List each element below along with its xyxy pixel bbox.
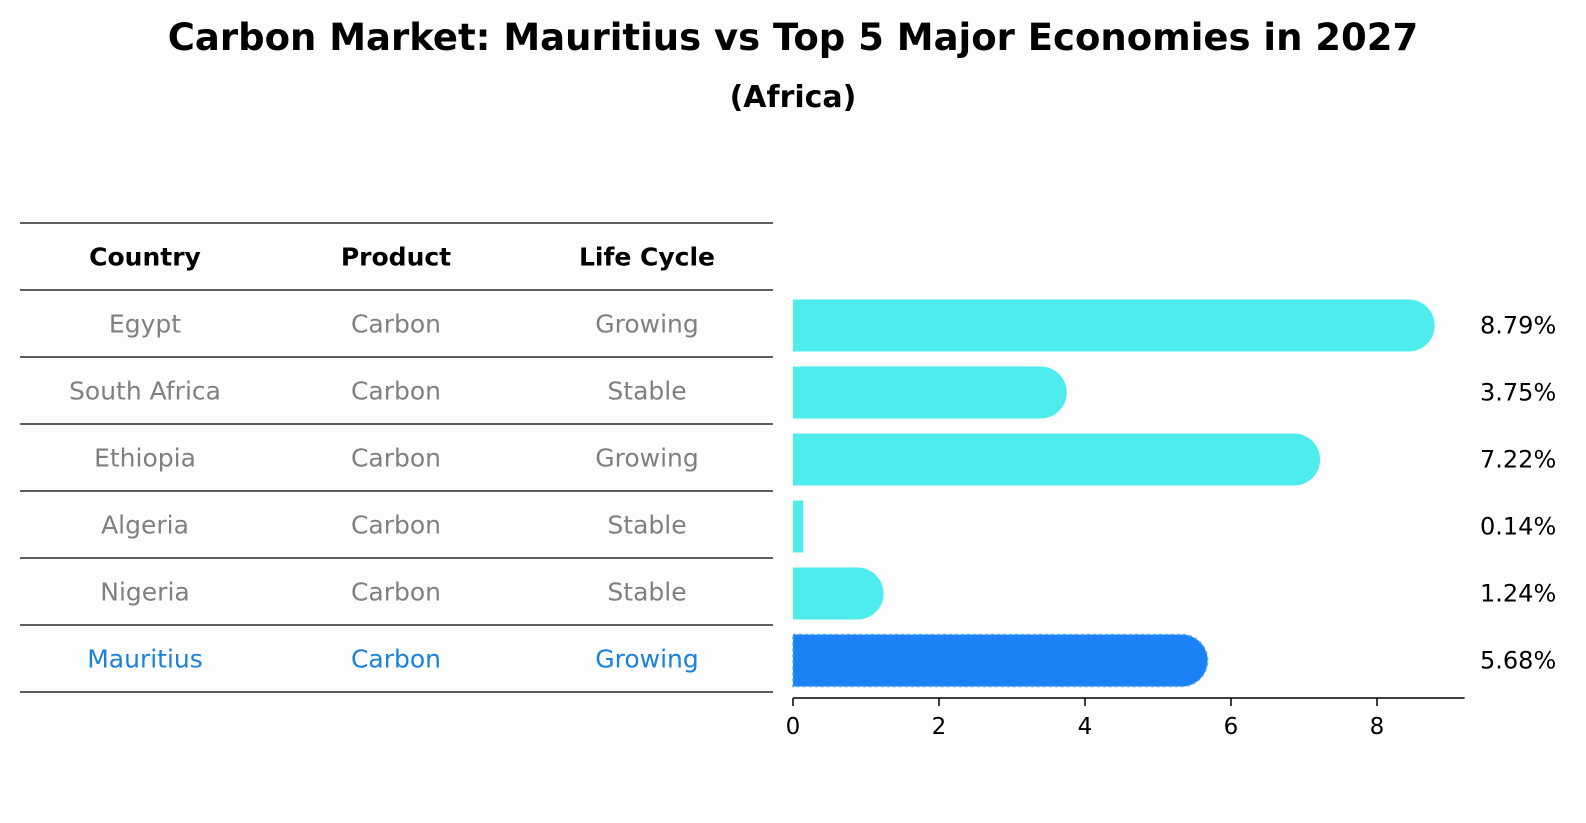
country-cell: Algeria — [101, 511, 189, 540]
bar — [793, 366, 1067, 419]
table-row: Ethiopia Carbon Growing — [94, 444, 699, 473]
data-table: Country Product Life Cycle Egypt Carbon Growi… — [20, 222, 773, 693]
bar-highlight — [792, 633, 1209, 688]
country-header: Country — [89, 243, 201, 272]
bar — [793, 433, 1321, 486]
country-cell: Nigeria — [100, 578, 189, 607]
bar — [793, 567, 884, 620]
life-cycle-cell: Growing — [595, 645, 699, 674]
chart-subtitle: (Africa) — [729, 80, 857, 115]
life-cycle-cell: Stable — [607, 511, 686, 540]
country-cell: Mauritius — [87, 645, 203, 674]
life-cycle-cell: Growing — [595, 444, 699, 473]
product-header: Product — [341, 243, 451, 272]
country-cell: South Africa — [69, 377, 221, 406]
x-tick-label: 4 — [1078, 714, 1093, 740]
product-cell: Carbon — [351, 377, 441, 406]
x-tick-label: 8 — [1370, 714, 1385, 740]
value-label: 7.22% — [1480, 446, 1556, 474]
table-row: Egypt Carbon Growing — [109, 310, 699, 339]
country-cell: Egypt — [109, 310, 181, 339]
x-tick-label: 0 — [786, 714, 801, 740]
value-label: 5.68% — [1480, 647, 1556, 675]
x-tick-label: 2 — [932, 714, 947, 740]
bar-chart: 8.79% 3.75% 7.22% 0.14% 1.24% 5.68% — [792, 299, 1556, 688]
x-tick-label: 6 — [1224, 714, 1239, 740]
product-cell: Carbon — [351, 645, 441, 674]
product-cell: Carbon — [351, 444, 441, 473]
product-cell: Carbon — [351, 578, 441, 607]
bar — [793, 299, 1435, 352]
table-row: Mauritius Carbon Growing — [87, 645, 699, 674]
table-row: Nigeria Carbon Stable — [100, 578, 686, 607]
x-axis: 0 2 4 6 8 — [786, 697, 1465, 740]
chart-title: Carbon Market: Mauritius vs Top 5 Major … — [167, 16, 1419, 59]
life-cycle-header: Life Cycle — [579, 243, 715, 272]
life-cycle-cell: Stable — [607, 578, 686, 607]
country-cell: Ethiopia — [94, 444, 196, 473]
life-cycle-cell: Growing — [595, 310, 699, 339]
product-cell: Carbon — [351, 511, 441, 540]
value-label: 0.14% — [1480, 513, 1556, 541]
value-label: 8.79% — [1480, 312, 1556, 340]
product-cell: Carbon — [351, 310, 441, 339]
value-label: 1.24% — [1480, 580, 1556, 608]
bar — [793, 500, 804, 553]
table-row: Algeria Carbon Stable — [101, 511, 687, 540]
value-label: 3.75% — [1480, 379, 1556, 407]
table-row: South Africa Carbon Stable — [69, 377, 687, 406]
life-cycle-cell: Stable — [607, 377, 686, 406]
